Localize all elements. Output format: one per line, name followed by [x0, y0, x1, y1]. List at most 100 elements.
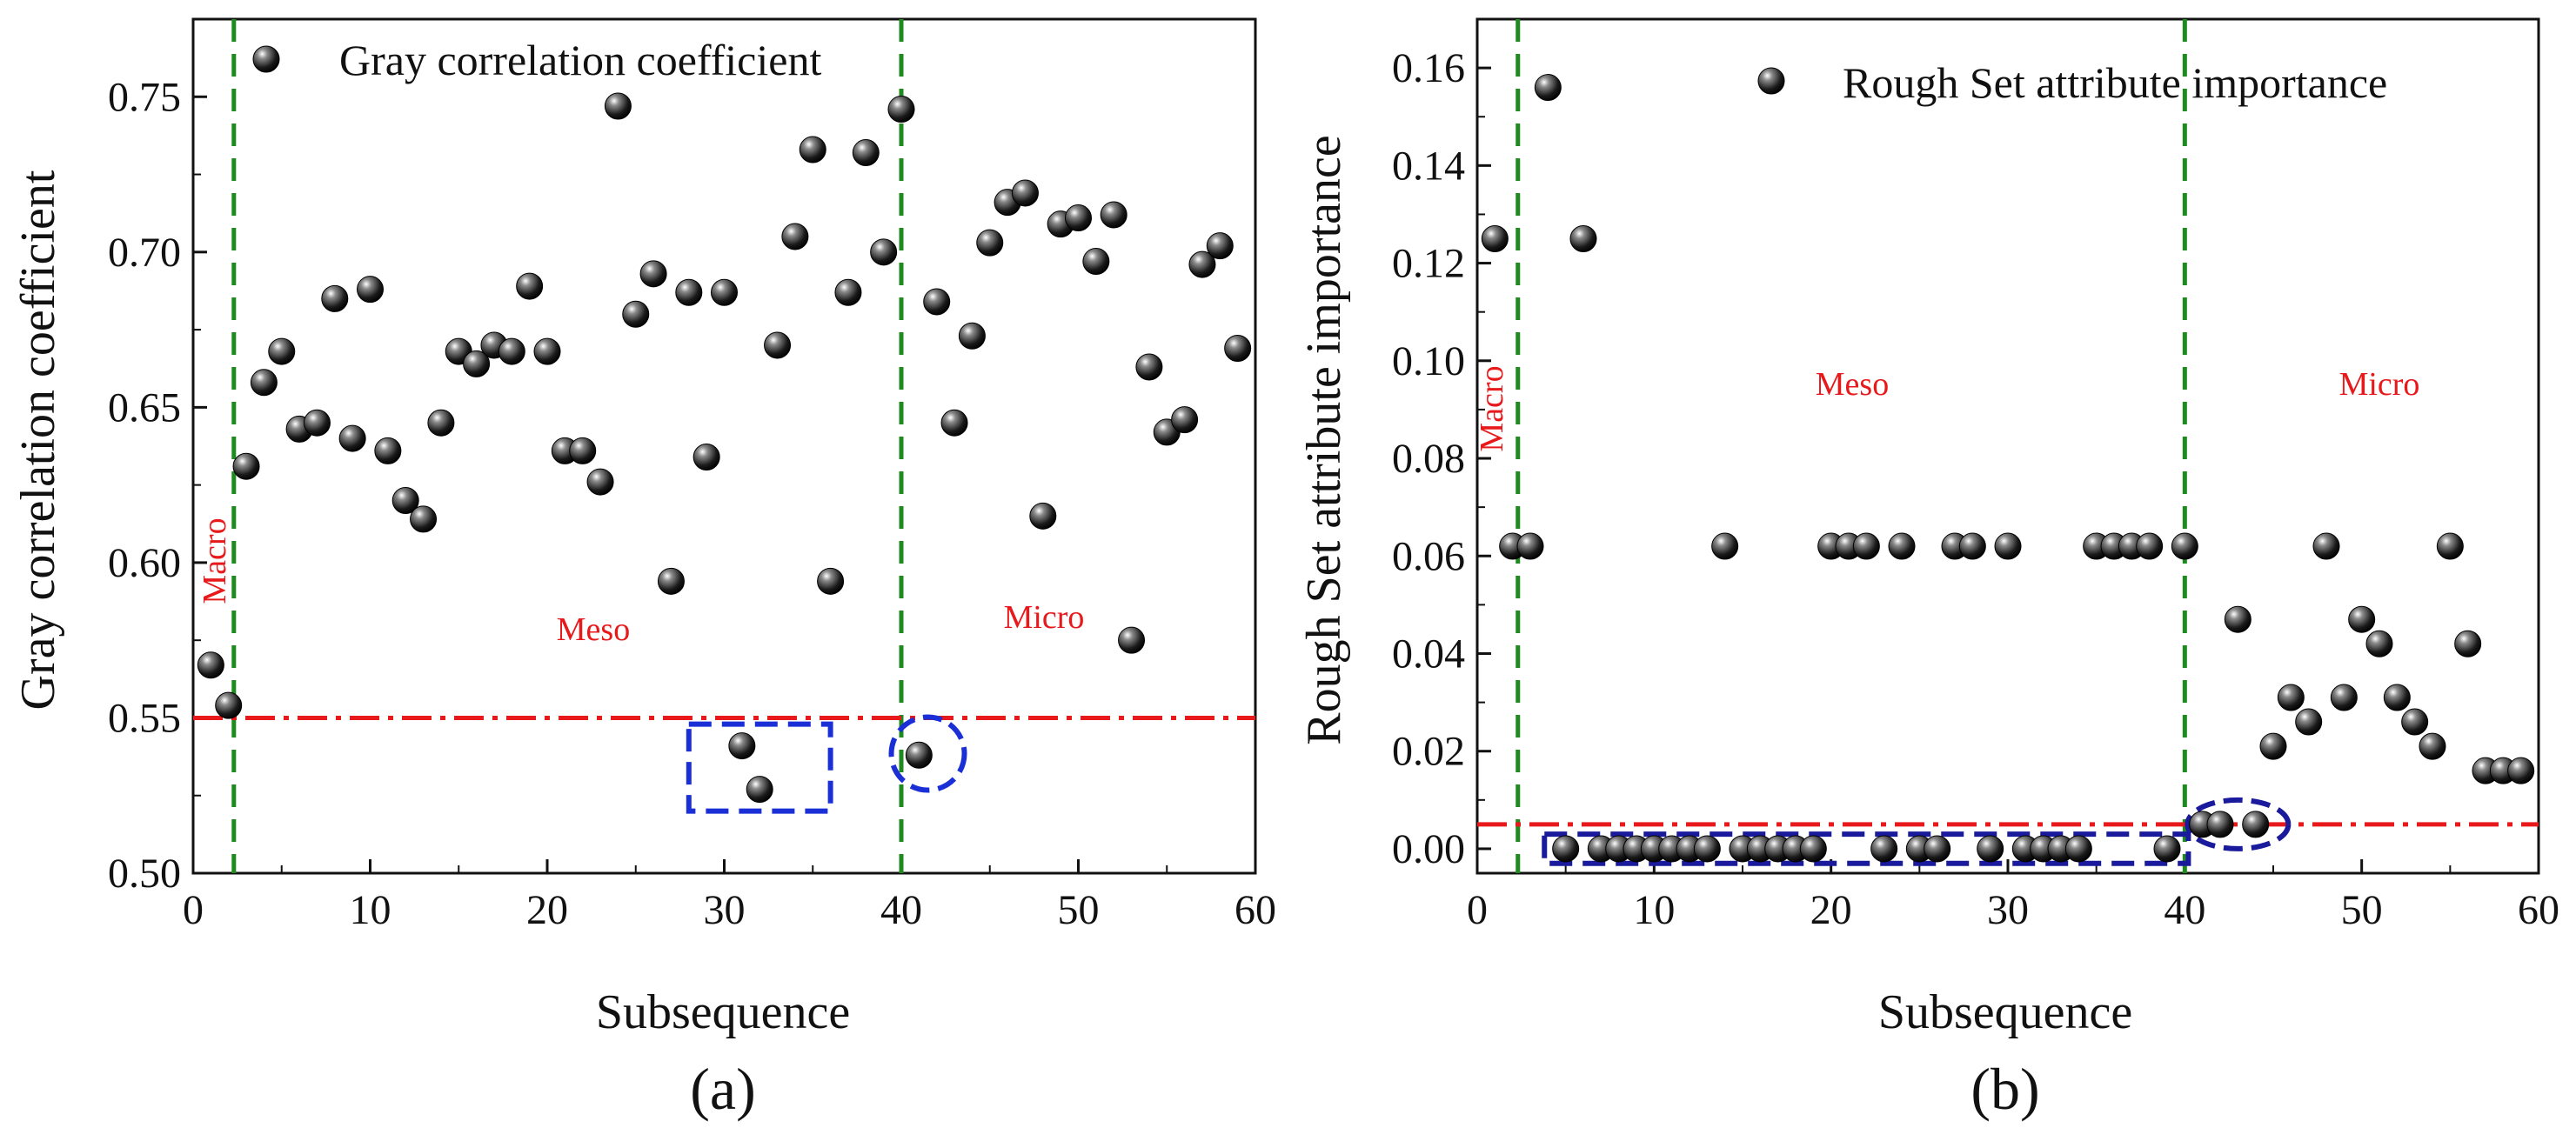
panel-a-region-meso: Meso [557, 611, 630, 648]
panel-b-xtick-label: 10 [1633, 887, 1675, 933]
panel-a-data-point [958, 322, 986, 350]
panel-a-data-point [1100, 201, 1127, 229]
panel-b-data-point [2401, 708, 2429, 736]
panel-b-data-point [2312, 532, 2340, 560]
panel-a-xlabel: Subsequence [596, 985, 850, 1039]
panel-b-ytick-label: 0.06 [1392, 533, 1465, 579]
panel-b-xtick-label: 50 [2341, 887, 2383, 933]
panel-b-xtick-label: 40 [2164, 887, 2205, 933]
panel-b: 0 10 20 30 40 50 60 0.00 0.02 0.04 0.06 0.08 0.10 0.1… [1297, 17, 2559, 1122]
panel-b-data-point [1711, 532, 1739, 560]
panel-b-data-point [2436, 532, 2464, 560]
panel-a-data-point [711, 278, 738, 306]
panel-a-data-point [498, 337, 525, 365]
panel-a-data-point [639, 260, 667, 288]
panel-b-data-point [1534, 74, 1562, 102]
panel-a-data-point [746, 776, 773, 804]
panel-b-data-point [2206, 811, 2234, 838]
panel-a-data-point [693, 443, 720, 471]
panel-b-xtick-label: 60 [2518, 887, 2559, 933]
panel-b-data-point [2419, 732, 2446, 760]
panel-a-ytick-label: 0.75 [108, 74, 181, 120]
panel-b-legend-text: Rough Set attribute importance [1843, 58, 2387, 107]
panel-b-data-point [1994, 532, 2022, 560]
panel-a-xtick-label: 10 [350, 887, 391, 933]
panel-a-data-point [675, 278, 703, 306]
panel-a-data-point [1171, 406, 1199, 434]
panel-b-region-micro: Micro [2339, 366, 2420, 403]
panel-a-data-point [232, 452, 260, 480]
panel-a-ytick-label: 0.55 [108, 695, 181, 741]
panel-a-data-point [940, 409, 968, 437]
panel-b-data-point [1958, 532, 1986, 560]
panel-b-data-point [1977, 835, 2004, 863]
panel-a-legend-text: Gray correlation coefficient [339, 36, 821, 84]
panel-b-highlight-ellipse [2185, 797, 2292, 851]
panel-a-data-point [1082, 248, 1110, 276]
panel-b-xtick-label: 20 [1810, 887, 1852, 933]
panel-a-data-point [268, 337, 296, 365]
panel-a-data-point [1206, 232, 1234, 260]
panel-b-data-point [2224, 605, 2251, 633]
panel-b-data-point [2295, 708, 2323, 736]
panel-b-data-point [2507, 757, 2535, 784]
panel-b-region-macro: Macro [1474, 365, 1510, 451]
panel-b-data-point [1552, 835, 1580, 863]
panel-b-ytick-label: 0.02 [1392, 729, 1465, 775]
panel-b-region-meso: Meso [1816, 366, 1889, 403]
panel-a-ytick-label: 0.60 [108, 540, 181, 586]
panel-b-data-point [2277, 684, 2305, 711]
panel-b-data-point [1569, 225, 1597, 253]
panel-b-data-point [2383, 684, 2411, 711]
panel-b-ylabel: Rough Set attribute importance [1297, 135, 1351, 744]
panel-a-ytick-label: 0.65 [108, 384, 181, 430]
panel-a-data-point [657, 567, 685, 595]
panel-a-data-point [374, 437, 402, 464]
panel-a-data-point [516, 272, 544, 300]
panel-a-data-point [427, 409, 455, 437]
panel-b-xlabel: Subsequence [1878, 985, 2132, 1039]
panel-b-data-point [2259, 732, 2287, 760]
panel-a-data-point [1118, 626, 1146, 654]
panel-a-data-point [887, 96, 915, 123]
panel-a-ylabel: Gray correlation coefficient [11, 170, 65, 710]
panel-a-data-point [852, 139, 880, 167]
panel-a-ytick-label: 0.70 [108, 230, 181, 276]
panel-b-data-point [2330, 684, 2358, 711]
panel-a-data-point [1029, 502, 1057, 530]
panel-b-data-point [1870, 835, 1898, 863]
panel-a-data-point [215, 691, 243, 719]
panel-a-plot: 0 10 20 30 40 50 60 0.50 0.55 0.60 0.65 0.70 0.75 [108, 17, 1276, 933]
panel-a-data-point [976, 229, 1004, 257]
panel-a-data-point [357, 276, 384, 304]
panel-a-highlight-ellipse [888, 714, 967, 793]
panel-b-ytick-label: 0.10 [1392, 338, 1465, 384]
panel-a-data-point [905, 741, 933, 769]
panel-b-data-point [1693, 835, 1721, 863]
panel-b-data-point [2365, 630, 2393, 657]
panel-b-data-point [2454, 630, 2482, 657]
panel-b-ytick-label: 0.00 [1392, 826, 1465, 872]
panel-a-data-point [1065, 204, 1092, 232]
panel-a-data-point [391, 486, 419, 514]
panel-a-data-point [834, 278, 862, 306]
panel-b-data-point [2242, 811, 2270, 838]
panel-a-data-point [338, 424, 366, 452]
panel-b-data-point [2171, 532, 2198, 560]
panel-a-region-macro: Macro [197, 517, 233, 604]
panel-b-ytick-label: 0.04 [1392, 631, 1465, 677]
panel-a-data-point [870, 238, 898, 266]
panel-a-data-point [1011, 179, 1039, 207]
panel-a-xtick-label: 50 [1058, 887, 1100, 933]
panel-a-data-point [586, 468, 614, 496]
panel-a-xtick-label: 20 [526, 887, 568, 933]
panel-a-data-point [533, 337, 561, 365]
panel-a-xtick-label: 60 [1234, 887, 1276, 933]
panel-b-data-point [1799, 835, 1827, 863]
panel-a-data-point [799, 136, 826, 164]
panel-a-label: (a) [690, 1056, 755, 1122]
panel-b-axes-frame [1475, 17, 2540, 875]
panel-b-data-point [1888, 532, 1916, 560]
panel-b-plot: 0 10 20 30 40 50 60 0.00 0.02 0.04 0.06 0.08 0.10 0.1… [1392, 17, 2559, 933]
